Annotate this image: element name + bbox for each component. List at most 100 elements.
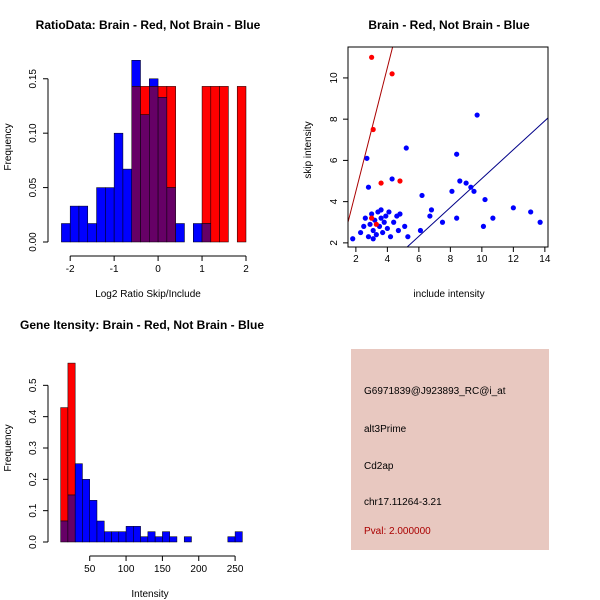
scatter-y-tick-label: 8 (329, 116, 340, 122)
ratio-histogram-bar-brain (210, 86, 220, 243)
gene-histogram-x-tick-label: 200 (190, 564, 207, 575)
scatter-point-not-brain (362, 215, 368, 221)
ratio-histogram: RatioData: Brain - Red, Not Brain - Blue… (3, 18, 261, 300)
gene-histogram-bar-not-brain (154, 536, 163, 543)
scatter-point-not-brain (449, 188, 455, 194)
scatter-point-brain (378, 180, 384, 186)
scatter-point-not-brain (369, 211, 375, 217)
scatter-fit-line-not-brain (406, 117, 548, 247)
ratio-histogram-bar-overlap (149, 86, 159, 243)
ratio-histogram-bar-not-brain (105, 187, 115, 243)
ratio-histogram-title: RatioData: Brain - Red, Not Brain - Blue (36, 18, 261, 32)
gene-histogram-bar-not-brain (234, 531, 243, 543)
scatter-point-not-brain (378, 207, 384, 213)
gene-histogram-ylabel: Frequency (3, 424, 14, 471)
scatter-point-not-brain (364, 155, 370, 161)
gene-histogram-bar-not-brain (140, 536, 149, 543)
scatter-point-not-brain (537, 219, 543, 225)
scatter-axes: 2 4 6 8 10 12 14 2 4 6 8 10 (329, 46, 551, 265)
gene-histogram-bar-not-brain (147, 531, 156, 543)
scatter-point-not-brain (397, 211, 403, 217)
scatter-point-not-brain (490, 215, 496, 221)
probe-id: G6971839@J923893_RC@i_at (364, 386, 506, 397)
scatter-xlabel: include intensity (413, 289, 484, 300)
scatter-point-not-brain (471, 188, 477, 194)
scatter-point-brain (389, 71, 395, 77)
ratio-histogram-y-tick-label: 0.00 (28, 232, 39, 252)
scatter-point-brain (369, 215, 375, 221)
scatter-x-tick-label: 10 (476, 254, 488, 265)
scatter-point-not-brain (357, 229, 364, 236)
gene-histogram-y-tick-label: 0.5 (28, 378, 39, 392)
chromosome-location: chr17.11264-3.21 (364, 497, 442, 508)
ratio-histogram-axes: -2 -1 0 1 2 0.00 0.05 0.10 0.15 (28, 69, 249, 275)
gene-histogram-bar-brain (67, 362, 76, 496)
gene-histogram-x-tick-label: 150 (154, 564, 171, 575)
ratio-histogram-y-tick-label: 0.15 (28, 69, 39, 89)
ratio-histogram-y-tick-label: 0.10 (28, 123, 39, 143)
ratio-histogram-bar-not-brain (87, 223, 97, 243)
ratio-histogram-bar-not-brain (193, 223, 203, 243)
scatter-x-tick-label: 14 (539, 254, 551, 265)
gene-histogram-bar-not-brain (74, 463, 83, 543)
scatter-point-not-brain (395, 227, 401, 234)
ratio-histogram-bar-overlap (201, 223, 212, 243)
scatter-point-not-brain (528, 209, 534, 215)
scatter-point-not-brain (367, 221, 373, 227)
gene-histogram-axes: 50 100 150 200 250 0.0 0.1 0.2 0.3 0.4 0.5 (28, 378, 244, 575)
intensity-scatter: Brain - Red, Not Brain - Blue include in… (303, 18, 551, 300)
ratio-histogram-bar-brain (219, 86, 229, 243)
ratio-histogram-bar-brain (166, 86, 176, 188)
ratio-histogram-bar-not-brain (61, 223, 71, 243)
ratio-histogram-x-tick-label: 0 (155, 264, 161, 275)
scatter-point-not-brain (361, 223, 367, 229)
ratio-histogram-bar-brain (157, 86, 168, 98)
gene-histogram-bar-not-brain (133, 526, 141, 543)
scatter-point-not-brain (463, 180, 469, 186)
ratio-histogram-bar-not-brain (78, 205, 89, 243)
scatter-ylabel: skip intensity (303, 121, 314, 178)
gene-histogram-bar-not-brain (89, 500, 98, 543)
scatter-y-tick-label: 6 (329, 157, 340, 163)
ratio-histogram-bar-not-brain (69, 205, 80, 243)
ratio-histogram-bar-not-brain (149, 78, 159, 87)
scatter-x-tick-label: 4 (385, 254, 391, 265)
ratio-histogram-bar-brain (201, 86, 212, 224)
scatter-point-not-brain (378, 215, 384, 221)
gene-histogram-y-tick-label: 0.1 (28, 503, 39, 517)
ratio-histogram-bar-brain (140, 86, 150, 115)
ratio-histogram-xlabel: Log2 Ratio Skip/Include (95, 289, 201, 300)
scatter-point-not-brain (365, 234, 372, 240)
scatter-point-not-brain (419, 192, 425, 199)
ratio-histogram-bar-brain (236, 86, 247, 243)
scatter-point-brain (370, 126, 376, 133)
gene-histogram-bar-not-brain (125, 526, 134, 543)
scatter-point-not-brain (380, 229, 386, 236)
scatter-point-not-brain (405, 234, 411, 240)
scatter-point-brain (369, 54, 375, 60)
scatter-point-not-brain (510, 205, 516, 211)
scatter-point-not-brain (365, 184, 372, 190)
ratio-histogram-bar-overlap (131, 86, 141, 243)
ratio-histogram-x-tick-label: 2 (243, 264, 249, 275)
scatter-x-tick-label: 2 (353, 254, 359, 265)
gene-histogram-y-tick-label: 0.0 (28, 535, 39, 549)
scatter-point-not-brain (387, 234, 394, 240)
scatter-point-not-brain (468, 184, 474, 190)
gene-histogram-bar-overlap (67, 494, 76, 543)
scatter-point-not-brain (457, 178, 463, 184)
gene-histogram-bar-not-brain (111, 531, 120, 543)
scatter-point-not-brain (389, 176, 395, 182)
ratio-histogram-bar-not-brain (175, 223, 185, 243)
gene-histogram-y-tick-label: 0.3 (28, 441, 39, 455)
scatter-point-not-brain (350, 236, 356, 242)
scatter-point-not-brain (370, 236, 376, 242)
scatter-x-tick-label: 8 (448, 254, 454, 265)
ratio-histogram-bars (61, 60, 247, 243)
gene-histogram-y-tick-label: 0.4 (28, 409, 39, 423)
scatter-point-not-brain (373, 232, 379, 238)
gene-histogram-bars (60, 362, 243, 543)
scatter-point-not-brain (482, 196, 488, 203)
scatter-point-not-brain (383, 213, 389, 219)
gene-histogram-bar-not-brain (162, 531, 170, 543)
